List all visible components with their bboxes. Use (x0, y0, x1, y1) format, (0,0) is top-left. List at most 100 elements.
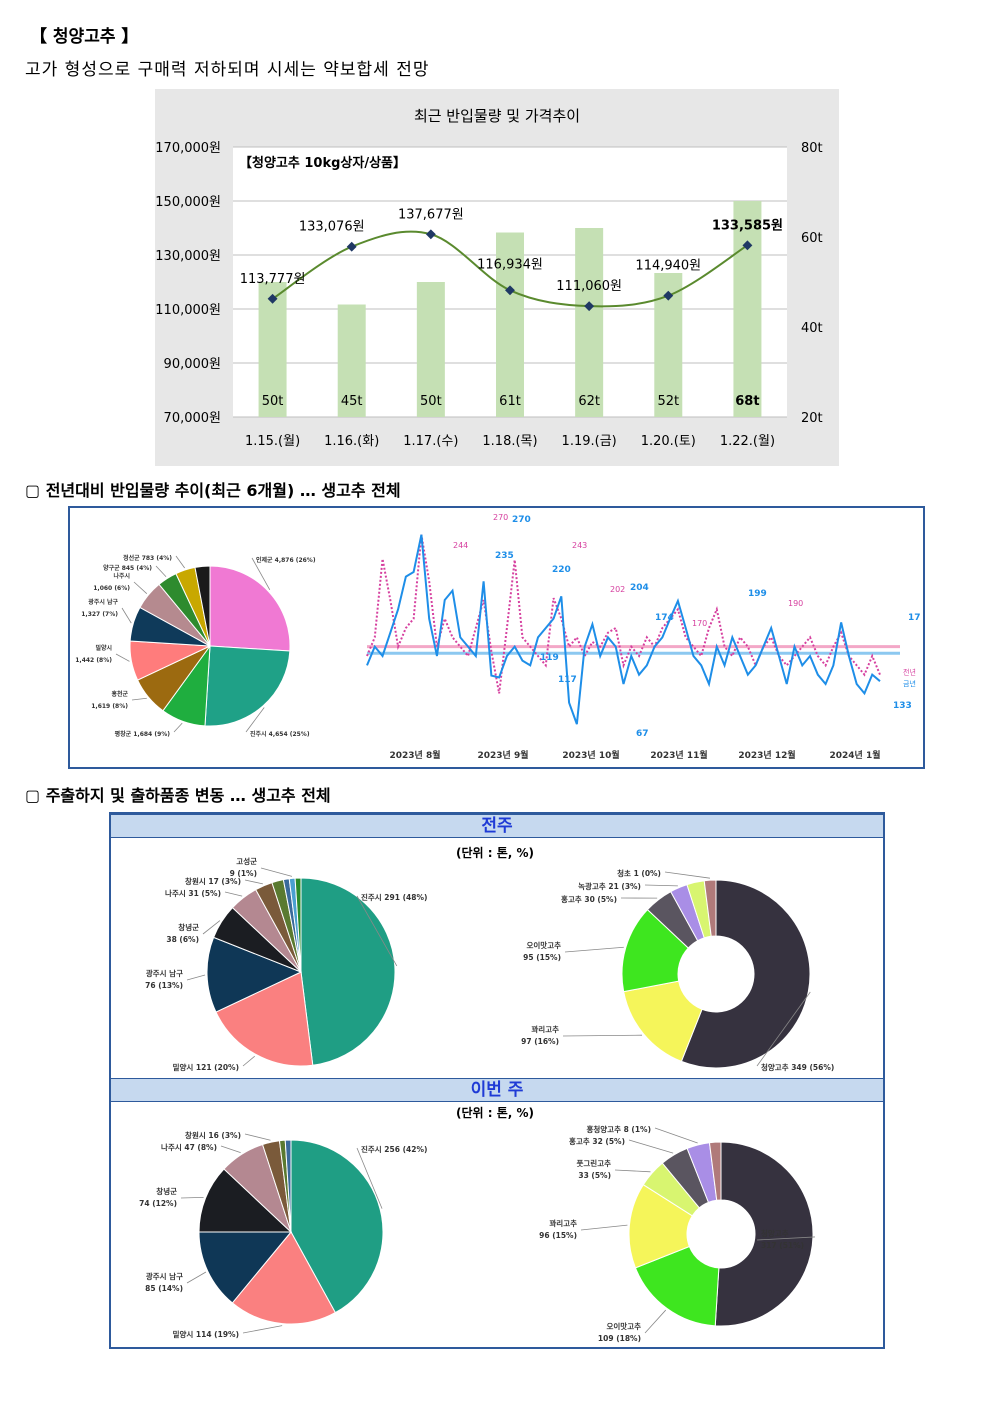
peak-label-this-year: 174 (655, 613, 674, 623)
slice-label: 꽈리고추 (531, 1024, 559, 1034)
leader-line (644, 884, 678, 887)
prev-year-series-line (366, 534, 881, 694)
left-tick-label: 70,000원 (164, 411, 221, 426)
slice-label: 1,442 (8%) (75, 657, 112, 664)
right-tick-label: 80t (801, 141, 823, 156)
price-volume-chart-panel: 최근 반입물량 및 가격추이 170,000원 150,000원 130,000원 11… (155, 89, 839, 466)
peak-label-this-year: 119 (540, 653, 559, 663)
bar-value-label: 50t (420, 394, 442, 409)
volume-bar (496, 232, 524, 417)
leader-line (242, 1325, 283, 1334)
peak-label-this-year: 235 (495, 551, 514, 561)
slice-label: 1,327 (7%) (81, 611, 118, 618)
leader-line (131, 697, 147, 701)
bar-value-label: 61t (499, 394, 521, 409)
bar-value-label: 45t (341, 394, 363, 409)
region-share-pie: 인제군 4,876 (26%) 진주시 4,654 (25%) 평창군 1,684 … (75, 554, 316, 738)
slice-label: 진주시 256 (42%) (361, 1144, 427, 1154)
six-month-panel: 인제군 4,876 (26%) 진주시 4,654 (25%) 평창군 1,684 … (68, 506, 925, 769)
price-marker (267, 293, 278, 304)
price-value-label: 114,940원 (635, 259, 701, 274)
price-value-label: 111,060원 (556, 279, 622, 294)
pie-slice (290, 1139, 384, 1314)
peak-label-prev-year: 190 (788, 599, 803, 608)
price-value-label: 133,076원 (299, 220, 365, 235)
leader-line (245, 707, 265, 733)
legend-prev: 전년 (903, 668, 916, 677)
slice-label: 74 (12%) (139, 1199, 177, 1208)
right-tick-label: 60t (801, 231, 823, 246)
slice-label: 9 (1%) (230, 869, 257, 878)
slice-label: 광주시 남구 (146, 1271, 183, 1281)
pie-slice (198, 1231, 293, 1304)
checkbox-icon: ▢ (25, 786, 41, 805)
leader-line (121, 607, 132, 624)
price-marker (742, 240, 753, 251)
slice-label: 76 (13%) (145, 981, 183, 990)
slice-label: 1,619 (8%) (91, 703, 128, 710)
leader-line (564, 946, 624, 953)
category-label: 1.18.(목) (482, 434, 537, 449)
region-variety-box: 전주 (단위 : 톤, %) 진주시 291 (48%) 밀양시 121 (20%… (109, 812, 885, 1349)
x-tick-label: 2023년 12월 (738, 749, 795, 761)
slice-label: 양구군 845 (4%) (103, 564, 152, 572)
slice-label: 창원시 16 (3%) (185, 1130, 241, 1140)
slice-label: 창원시 17 (3%) (185, 876, 241, 886)
category-label: 1.20.(토) (641, 434, 696, 449)
slice-label: 밀양시 (95, 644, 112, 652)
x-tick-label: 2023년 8월 (389, 749, 440, 761)
slice-label: 풋그린고추 (577, 1158, 612, 1168)
leader-line (356, 1147, 383, 1209)
prev-week-region-pie: 진주시 291 (48%) 밀양시 121 (20%) 광주시 남구 76 (13%)… (145, 856, 427, 1072)
peak-label-this-year: 176 (908, 613, 920, 623)
pie-slice (215, 971, 314, 1067)
slice-label: 96 (15%) (539, 1231, 577, 1240)
peak-label-this-year: 67 (636, 729, 649, 739)
leader-line (260, 867, 293, 877)
right-tick-label: 40t (801, 321, 823, 336)
leader-line (562, 1034, 643, 1037)
slice-label: 나주시 31 (5%) (165, 888, 221, 898)
slice-label: 97 (16%) (521, 1037, 559, 1046)
leader-line (756, 991, 811, 1067)
slice-label: 나주시 47 (8%) (161, 1142, 217, 1152)
slice-label: 85 (14%) (145, 1284, 183, 1293)
slice-label: 평창군 1,684 (9%) (115, 730, 171, 738)
x-tick-label: 2024년 1월 (829, 749, 880, 761)
leader-line (614, 1169, 651, 1173)
slice-label: 밀양시 114 (19%) (173, 1329, 239, 1339)
page-subtitle: 고가 형성으로 구매력 저하되며 시세는 약보합세 전망 (25, 60, 430, 80)
leader-line (155, 565, 167, 578)
category-label: 1.17.(수) (403, 434, 458, 449)
left-tick-label: 170,000원 (155, 141, 221, 156)
slice-label: 홍청양고추 8 (1%) (586, 1124, 651, 1134)
slice-label: 꽈리고추 (549, 1218, 577, 1228)
pie-slice (206, 936, 303, 1013)
price-value-label: 137,677원 (398, 207, 464, 222)
volume-bar (733, 201, 762, 417)
price-marker (425, 229, 436, 240)
leader-line (756, 1236, 815, 1241)
section3-heading: ▢ 주출하지 및 출하품종 변동 … 생고추 전체 (25, 782, 331, 806)
pie-slice (634, 1245, 720, 1327)
slice-label: 나주시 (113, 572, 130, 580)
leader-line (220, 1145, 241, 1154)
leader-line (242, 1055, 256, 1067)
prev-week-unit: (단위 : 톤, %) (456, 846, 535, 860)
slice-label: 청양고추 349 (56%) (761, 1062, 834, 1072)
slice-label: 33 (5%) (578, 1171, 611, 1180)
slice-label: 오이맛고추 (607, 1321, 642, 1331)
pie-slice (300, 877, 396, 1066)
left-tick-label: 150,000원 (155, 195, 221, 210)
category-label: 1.19.(금) (562, 434, 617, 449)
peak-label-this-year: 204 (630, 583, 649, 593)
leader-line (186, 974, 206, 981)
volume-bar (416, 282, 445, 417)
pie-slice (708, 1141, 722, 1201)
leader-line (224, 891, 243, 897)
price-marker (346, 241, 357, 252)
x-tick-label: 2023년 11월 (650, 749, 707, 761)
volume-bar (337, 304, 366, 417)
slice-label: 밀양시 121 (20%) (173, 1062, 239, 1072)
